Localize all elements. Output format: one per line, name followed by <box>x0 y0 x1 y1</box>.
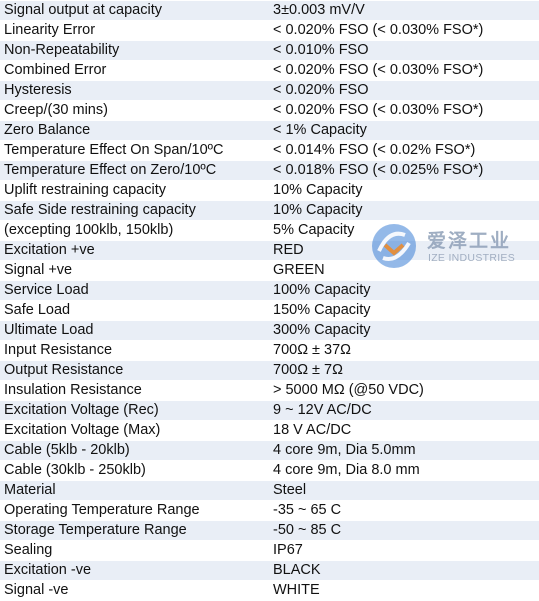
spec-label: Operating Temperature Range <box>0 500 270 521</box>
spec-row: Hysteresis < 0.020% FSO <box>0 80 539 101</box>
spec-value: < 0.020% FSO <box>270 80 539 101</box>
spec-value: 100% Capacity <box>270 280 539 301</box>
spec-value: WHITE <box>270 580 539 601</box>
spec-value: RED <box>270 240 539 261</box>
spec-row: Combined Error < 0.020% FSO (< 0.030% FSO… <box>0 60 539 81</box>
spec-value: < 0.020% FSO (< 0.030% FSO*) <box>270 100 539 121</box>
spec-value: 4 core 9m, Dia 8.0 mm <box>270 460 539 481</box>
spec-value: < 1% Capacity <box>270 120 539 141</box>
spec-label: Signal -ve <box>0 580 270 601</box>
spec-label: Safe Load <box>0 300 270 321</box>
spec-label: Excitation +ve <box>0 240 270 261</box>
spec-label: Zero Balance <box>0 120 270 141</box>
spec-label: Temperature Effect on Zero/10ºC <box>0 160 270 181</box>
spec-value: 700Ω ± 37Ω <box>270 340 539 361</box>
spec-value: 150% Capacity <box>270 300 539 321</box>
spec-label: Non-Repeatability <box>0 40 270 61</box>
spec-value: < 0.018% FSO (< 0.025% FSO*) <box>270 160 539 181</box>
spec-value: 3±0.003 mV/V <box>270 1 539 21</box>
spec-value: Steel <box>270 480 539 501</box>
spec-label: Combined Error <box>0 60 270 81</box>
spec-label: Ultimate Load <box>0 320 270 341</box>
spec-row: Cable (30klb - 250klb) 4 core 9m, Dia 8.0… <box>0 460 539 481</box>
spec-value: < 0.020% FSO (< 0.030% FSO*) <box>270 60 539 81</box>
spec-value: 9 ~ 12V AC/DC <box>270 400 539 421</box>
spec-label: Storage Temperature Range <box>0 520 270 541</box>
spec-row: Signal -ve WHITE <box>0 580 539 601</box>
spec-row: Service Load 100% Capacity <box>0 280 539 301</box>
spec-label: Cable (30klb - 250klb) <box>0 460 270 481</box>
spec-row: Material Steel <box>0 480 539 501</box>
spec-row: Excitation +ve RED <box>0 240 539 261</box>
spec-label: Input Resistance <box>0 340 270 361</box>
spec-value: 700Ω ± 7Ω <box>270 360 539 381</box>
spec-value: 5% Capacity <box>270 220 539 241</box>
spec-value: < 0.014% FSO (< 0.02% FSO*) <box>270 140 539 161</box>
spec-row: Safe Load 150% Capacity <box>0 300 539 321</box>
spec-row: Ultimate Load 300% Capacity <box>0 320 539 341</box>
spec-label: Signal +ve <box>0 260 270 281</box>
spec-label: Sealing <box>0 540 270 561</box>
spec-value: -35 ~ 65 C <box>270 500 539 521</box>
spec-label: Insulation Resistance <box>0 380 270 401</box>
spec-row: Non-Repeatability < 0.010% FSO <box>0 40 539 61</box>
spec-value: > 5000 MΩ (@50 VDC) <box>270 380 539 401</box>
spec-row: Zero Balance < 1% Capacity <box>0 120 539 141</box>
spec-value: 18 V AC/DC <box>270 420 539 441</box>
spec-value: GREEN <box>270 260 539 281</box>
spec-row: Uplift restraining capacity 10% Capacity <box>0 180 539 201</box>
spec-label: Excitation Voltage (Rec) <box>0 400 270 421</box>
spec-row: Output Resistance 700Ω ± 7Ω <box>0 360 539 381</box>
spec-value: BLACK <box>270 560 539 581</box>
spec-value: 10% Capacity <box>270 200 539 221</box>
spec-label: Signal output at capacity <box>0 1 270 21</box>
spec-value: < 0.010% FSO <box>270 40 539 61</box>
spec-row: Creep/(30 mins) < 0.020% FSO (< 0.030% FS… <box>0 100 539 121</box>
spec-row: Linearity Error < 0.020% FSO (< 0.030% FS… <box>0 20 539 41</box>
spec-row: Signal +ve GREEN <box>0 260 539 281</box>
spec-value: < 0.020% FSO (< 0.030% FSO*) <box>270 20 539 41</box>
spec-value: 10% Capacity <box>270 180 539 201</box>
spec-row: Operating Temperature Range -35 ~ 65 C <box>0 500 539 521</box>
spec-label: Cable (5klb - 20klb) <box>0 440 270 461</box>
spec-row: Excitation Voltage (Max) 18 V AC/DC <box>0 420 539 441</box>
spec-label: Temperature Effect On Span/10ºC <box>0 140 270 161</box>
spec-label: Material <box>0 480 270 501</box>
spec-row: Storage Temperature Range -50 ~ 85 C <box>0 520 539 541</box>
spec-label: Linearity Error <box>0 20 270 41</box>
spec-row: (excepting 100klb, 150klb) 5% Capacity <box>0 220 539 241</box>
spec-value: 300% Capacity <box>270 320 539 341</box>
spec-label: Excitation Voltage (Max) <box>0 420 270 441</box>
spec-label: Service Load <box>0 280 270 301</box>
spec-label: Safe Side restraining capacity <box>0 200 270 221</box>
spec-row: Signal output at capacity 3±0.003 mV/V <box>0 1 539 21</box>
spec-row: Temperature Effect on Zero/10ºC < 0.018% … <box>0 160 539 181</box>
spec-label: Hysteresis <box>0 80 270 101</box>
spec-row: Sealing IP67 <box>0 540 539 561</box>
spec-row: Cable (5klb - 20klb) 4 core 9m, Dia 5.0mm <box>0 440 539 461</box>
spec-row: Safe Side restraining capacity 10% Capaci… <box>0 200 539 221</box>
spec-row: Excitation Voltage (Rec) 9 ~ 12V AC/DC <box>0 400 539 421</box>
spec-label: Output Resistance <box>0 360 270 381</box>
spec-row: Input Resistance 700Ω ± 37Ω <box>0 340 539 361</box>
spec-row: Insulation Resistance > 5000 MΩ (@50 VDC) <box>0 380 539 401</box>
spec-row: Excitation -ve BLACK <box>0 560 539 581</box>
spec-label: Uplift restraining capacity <box>0 180 270 201</box>
spec-label: Excitation -ve <box>0 560 270 581</box>
spec-value: -50 ~ 85 C <box>270 520 539 541</box>
spec-label: (excepting 100klb, 150klb) <box>0 220 270 241</box>
spec-label: Creep/(30 mins) <box>0 100 270 121</box>
spec-value: IP67 <box>270 540 539 561</box>
spec-value: 4 core 9m, Dia 5.0mm <box>270 440 539 461</box>
spec-row: Temperature Effect On Span/10ºC < 0.014% … <box>0 140 539 161</box>
